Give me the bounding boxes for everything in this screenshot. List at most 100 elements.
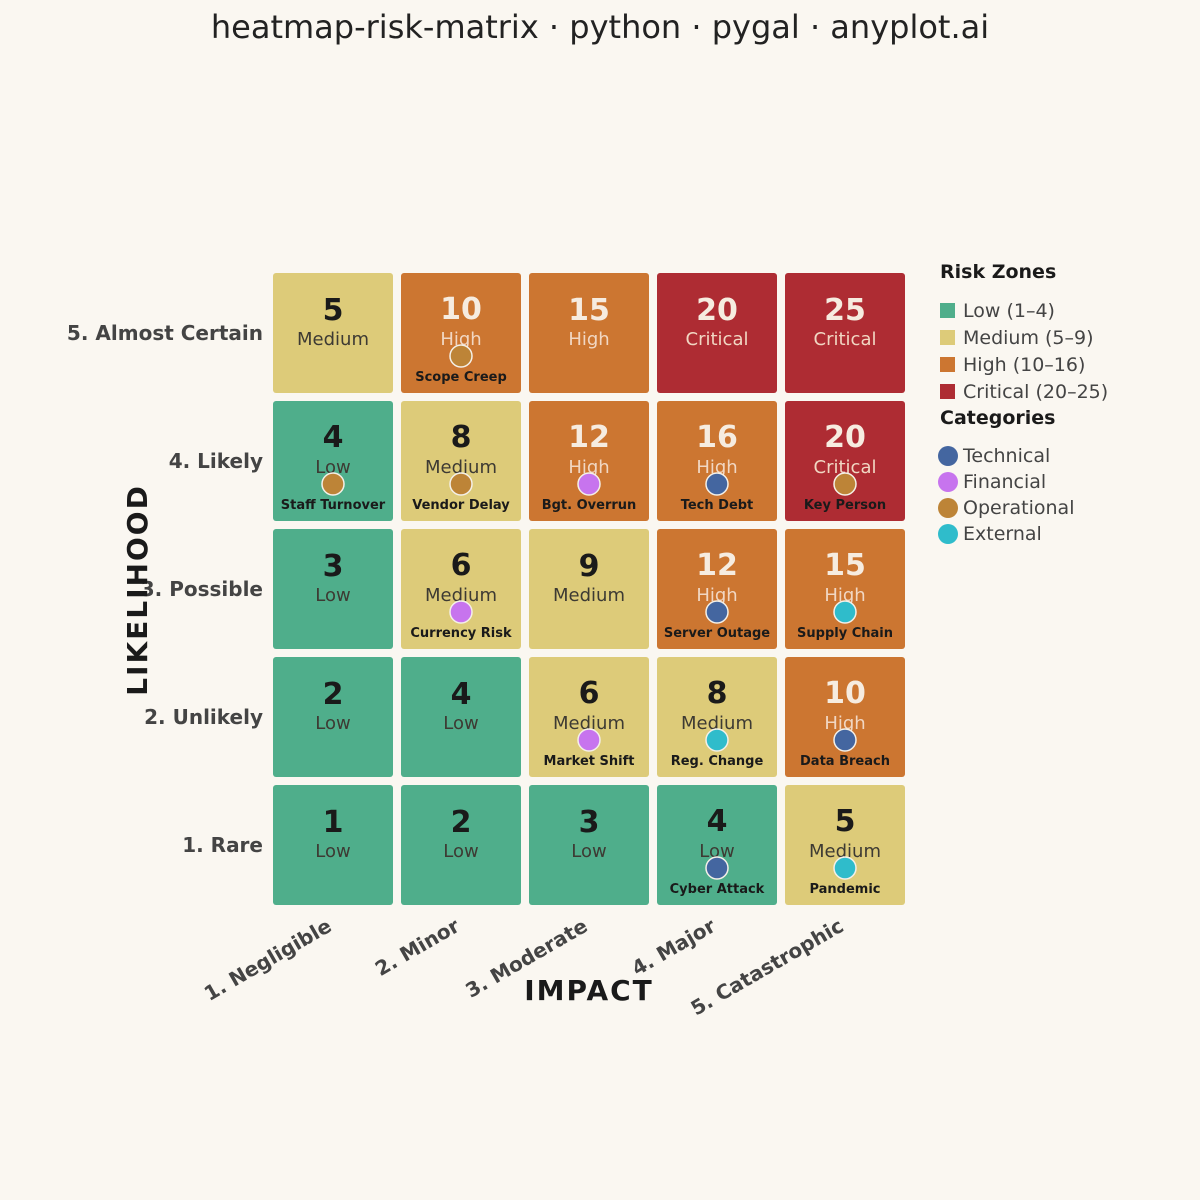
- cell-zone-label: Low: [315, 457, 350, 478]
- x-axis-title: IMPACT: [524, 974, 654, 1007]
- risk-marker[interactable]: [449, 344, 473, 368]
- risk-label: Bgt. Overrun: [542, 498, 637, 513]
- legend-zone-low[interactable]: Low (1–4): [940, 300, 1055, 322]
- risk-label: Server Outage: [664, 626, 770, 641]
- risk-server-outage[interactable]: Server Outage: [664, 600, 770, 641]
- risk-marker[interactable]: [833, 600, 857, 624]
- cell-rect: [273, 785, 393, 905]
- risk-vendor-delay[interactable]: Vendor Delay: [412, 472, 510, 513]
- cell-score: 2: [451, 805, 472, 840]
- cell-score: 3: [579, 805, 600, 840]
- risk-marker[interactable]: [577, 472, 601, 496]
- cell-rect: [273, 273, 393, 393]
- cell-score: 5: [835, 804, 856, 839]
- cell-score: 15: [568, 293, 610, 328]
- risk-staff-turnover[interactable]: Staff Turnover: [281, 472, 386, 513]
- risk-marker[interactable]: [833, 472, 857, 496]
- legend-category-technical[interactable]: Technical: [938, 445, 1050, 467]
- cell-zone-label: Critical: [814, 329, 877, 350]
- cell-zone-label: High: [440, 329, 481, 350]
- risk-marker[interactable]: [449, 600, 473, 624]
- risk-marker[interactable]: [833, 728, 857, 752]
- cell-rect: [657, 401, 777, 521]
- cell-zone-label: Medium: [297, 329, 369, 350]
- cell-zone-label: High: [568, 329, 609, 350]
- cell-zone-label: High: [824, 713, 865, 734]
- risk-tech-debt[interactable]: Tech Debt: [681, 472, 754, 513]
- risk-supply-chain[interactable]: Supply Chain: [797, 600, 893, 641]
- cell-score: 5: [323, 293, 344, 328]
- risk-label: Pandemic: [809, 882, 880, 897]
- risk-marker[interactable]: [705, 728, 729, 752]
- risk-label: Data Breach: [800, 754, 890, 769]
- risk-marker[interactable]: [705, 472, 729, 496]
- cell-score: 6: [579, 676, 600, 711]
- cell-zone-label: Low: [315, 585, 350, 606]
- legend-zone-high[interactable]: High (10–16): [940, 354, 1085, 376]
- risk-data-breach[interactable]: Data Breach: [800, 728, 890, 769]
- cell-rect: [529, 785, 649, 905]
- cell-score: 6: [451, 548, 472, 583]
- legend-swatch: [940, 303, 955, 318]
- cell-score: 9: [579, 549, 600, 584]
- cell-score: 12: [568, 420, 610, 455]
- cell-zone-label: Medium: [553, 585, 625, 606]
- y-axis-title: LIKELIHOOD: [121, 484, 154, 696]
- risk-currency-risk[interactable]: Currency Risk: [410, 600, 512, 641]
- legend-marker: [938, 498, 958, 518]
- cell-rect: [785, 401, 905, 521]
- legend-category-financial[interactable]: Financial: [938, 471, 1046, 493]
- risk-marker[interactable]: [321, 472, 345, 496]
- cell-rect: [401, 273, 521, 393]
- legend-category-external[interactable]: External: [938, 523, 1042, 545]
- risk-key-person[interactable]: Key Person: [804, 472, 886, 513]
- legend-label: Technical: [962, 445, 1050, 467]
- y-tick-4-likely: 4. Likely: [169, 449, 263, 473]
- risk-marker[interactable]: [577, 728, 601, 752]
- risk-reg-change[interactable]: Reg. Change: [671, 728, 764, 769]
- legend-swatch: [940, 384, 955, 399]
- x-tick-1-negligible: 1. Negligible: [200, 914, 336, 1006]
- risk-marker[interactable]: [705, 856, 729, 880]
- cell-zone-label: Medium: [553, 713, 625, 734]
- risk-bgt-overrun[interactable]: Bgt. Overrun: [542, 472, 637, 513]
- legend-category-operational[interactable]: Operational: [938, 497, 1074, 519]
- y-tick-2-unlikely: 2. Unlikely: [144, 705, 263, 729]
- cell-zone-label: High: [824, 585, 865, 606]
- cell-zone-label: Low: [699, 841, 734, 862]
- cell-zone-label: Medium: [425, 585, 497, 606]
- cell-score: 4: [451, 677, 472, 712]
- cell-rect: [529, 273, 649, 393]
- risk-market-shift[interactable]: Market Shift: [544, 728, 635, 769]
- legend-zone-medium[interactable]: Medium (5–9): [940, 327, 1094, 349]
- risk-marker[interactable]: [449, 472, 473, 496]
- risk-label: Scope Creep: [415, 370, 507, 385]
- legend-zones-title: Risk Zones: [940, 261, 1056, 283]
- risk-marker[interactable]: [705, 600, 729, 624]
- risk-scope-creep[interactable]: Scope Creep: [415, 344, 507, 385]
- risk-marker[interactable]: [833, 856, 857, 880]
- risk-pandemic[interactable]: Pandemic: [809, 856, 881, 897]
- cell-rect: [785, 657, 905, 777]
- legend-label: Medium (5–9): [963, 327, 1094, 349]
- legend-swatch: [940, 357, 955, 372]
- risk-cyber-attack[interactable]: Cyber Attack: [670, 856, 765, 897]
- cell-rect: [785, 529, 905, 649]
- cell-zone-label: High: [696, 457, 737, 478]
- legend-zone-critical[interactable]: Critical (20–25): [940, 381, 1108, 403]
